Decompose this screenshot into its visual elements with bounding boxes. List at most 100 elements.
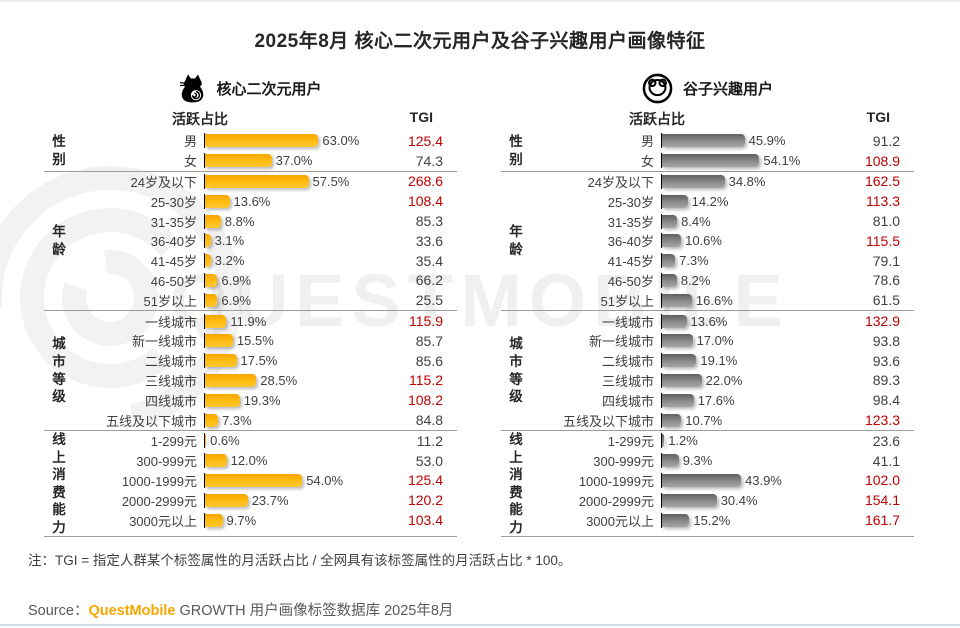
bar-cell: 13.6% [661, 313, 852, 329]
table-row: 新一线城市 17.0% 93.8 [531, 331, 914, 351]
group-rows: 男 45.9% 91.2 女 54.1% 108.9 [531, 131, 914, 171]
table-row: 四线城市 17.6% 98.4 [531, 390, 914, 410]
bar-cell: 15.2% [661, 512, 852, 528]
tgi-value: 154.1 [864, 492, 900, 509]
category-label: 41-45岁 [607, 254, 654, 270]
bar [662, 373, 702, 387]
percent-label: 8.4% [681, 213, 711, 229]
percent-label: 37.0% [275, 153, 313, 169]
tgi-value: 74.3 [415, 152, 443, 169]
bar-cell: 54.1% [661, 153, 852, 169]
bar [205, 354, 237, 368]
table-row: 36-40岁 3.1% 33.6 [74, 231, 457, 251]
percent-label: 8.8% [224, 213, 255, 229]
percent-label: 10.7% [685, 412, 723, 428]
source-brand: QuestMobile [88, 603, 176, 620]
bar-cell: 1.2% [661, 433, 852, 449]
source-prefix: Source： [28, 603, 89, 620]
demographic-group: 线上消费能力 1-299元 0.6% 11.2 300-999元 12.0% 53.0 100… [44, 431, 457, 538]
source-line: Source：QuestMobile GROWTH 用户画像标签数据库 2025… [28, 599, 960, 620]
tgi-value: 102.0 [864, 472, 900, 489]
bar-cell: 7.3% [661, 253, 852, 269]
bar-cell: 54.0% [204, 472, 395, 488]
percent-label: 30.4% [720, 492, 758, 508]
category-label: 一线城市 [601, 314, 654, 330]
tgi-value: 125.4 [407, 132, 443, 149]
bar [205, 493, 248, 507]
bar-cell: 9.3% [661, 453, 852, 469]
tgi-value: 84.8 [415, 412, 443, 429]
bar-cell: 8.8% [204, 213, 395, 229]
group-label: 城市等级 [52, 336, 66, 405]
group-list: 性别 男 63.0% 125.4 女 37.0% 74.3 年龄 24岁及以下 57.5% 268.… [44, 131, 457, 538]
tgi-value: 115.2 [409, 372, 443, 389]
percent-label: 54.1% [763, 153, 801, 169]
bar-cell: 3.2% [204, 253, 395, 269]
tgi-value: 113.3 [866, 193, 900, 210]
bar-cell: 17.0% [661, 333, 852, 349]
tgi-value: 123.3 [864, 412, 900, 429]
bar-cell: 10.6% [661, 233, 852, 249]
table-row: 男 45.9% 91.2 [531, 131, 914, 151]
bar-cell: 13.6% [204, 193, 395, 209]
category-label: 41-45岁 [150, 254, 197, 270]
percent-label: 3.2% [214, 253, 245, 269]
group-rows: 24岁及以下 57.5% 268.6 25-30岁 13.6% 108.4 31-35岁 8.… [74, 172, 457, 311]
group-label-cell: 年龄 [44, 172, 74, 311]
bar-cell: 14.2% [661, 193, 852, 209]
tgi-value: 25.5 [415, 292, 443, 309]
category-label: 51岁以上 [143, 293, 197, 309]
panel-core-acg-users: 核心二次元用户 活跃占比 TGI 性别 男 63.0% 125.4 女 37.0% 74.3… [44, 67, 457, 538]
table-row: 2000-2999元 30.4% 154.1 [531, 490, 914, 510]
percent-label: 6.9% [221, 272, 252, 288]
percent-label: 34.8% [728, 173, 766, 189]
bar-cell: 15.5% [204, 333, 395, 349]
tgi-value: 268.6 [407, 173, 443, 190]
bar [662, 473, 741, 487]
bar-cell: 8.4% [661, 213, 852, 229]
bar [662, 434, 665, 448]
bar-cell: 16.6% [661, 292, 852, 308]
active-ratio-header: 活跃占比 [629, 111, 685, 127]
bar [662, 513, 690, 527]
category-label: 46-50岁 [150, 273, 197, 289]
bar [205, 214, 221, 228]
tgi-value: 108.9 [864, 152, 900, 169]
percent-label: 19.1% [700, 353, 738, 369]
page-title: 2025年8月 核心二次元用户及谷子兴趣用户画像特征 [254, 31, 706, 52]
category-label: 3000元以上 [129, 513, 197, 529]
bar [662, 493, 717, 507]
bar-cell: 3.1% [204, 233, 395, 249]
category-label: 24岁及以下 [130, 174, 197, 190]
table-row: 1000-1999元 43.9% 102.0 [531, 471, 914, 491]
percent-label: 19.3% [243, 392, 281, 408]
tgi-value: 120.2 [407, 492, 443, 509]
legend-goods-interest: 谷子兴趣用户 [501, 71, 914, 105]
tgi-value: 93.6 [872, 352, 900, 369]
group-list: 性别 男 45.9% 91.2 女 54.1% 108.9 年龄 24岁及以下 34.8% 162.… [501, 131, 914, 538]
bar [205, 234, 211, 248]
bar [662, 393, 694, 407]
percent-label: 57.5% [312, 173, 350, 189]
category-label: 1000-1999元 [121, 473, 197, 489]
category-label: 男 [183, 134, 197, 150]
bar [205, 273, 218, 287]
group-rows: 1-299元 1.2% 23.6 300-999元 9.3% 41.1 1000-1999元… [531, 431, 914, 536]
group-label: 年龄 [509, 224, 523, 257]
bar-cell: 37.0% [204, 153, 395, 169]
category-label: 1000-1999元 [578, 473, 654, 489]
percent-label: 17.5% [240, 353, 278, 369]
bar [205, 473, 303, 487]
tgi-value: 89.3 [872, 372, 900, 389]
percent-label: 63.0% [322, 133, 360, 149]
percent-label: 9.7% [226, 512, 257, 528]
table-row: 二线城市 19.1% 93.6 [531, 351, 914, 371]
table-row: 31-35岁 8.4% 81.0 [531, 211, 914, 231]
category-label: 46-50岁 [607, 273, 654, 289]
column-headers-right: 活跃占比 TGI [501, 107, 914, 131]
category-label: 五线及以下城市 [562, 413, 654, 429]
bar [662, 214, 678, 228]
bar-cell: 28.5% [204, 372, 395, 388]
table-row: 1000-1999元 54.0% 125.4 [74, 471, 457, 491]
table-row: 46-50岁 8.2% 78.6 [531, 271, 914, 291]
